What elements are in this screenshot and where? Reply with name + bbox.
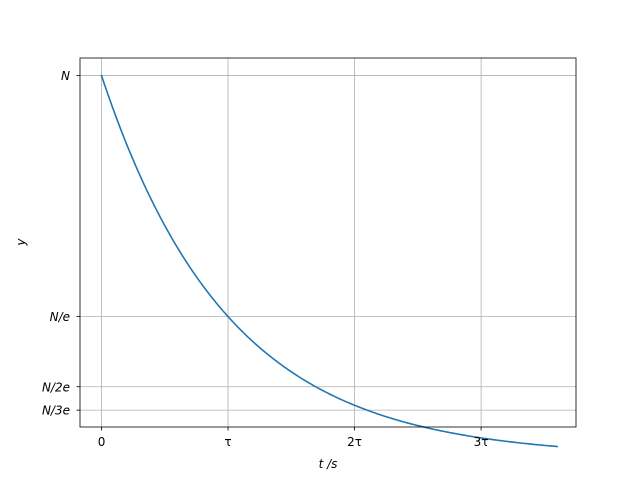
ticks: 0 τ 2τ 3τ N N/e N/2e N/3e: [42, 69, 489, 449]
x-tick-label: τ: [224, 435, 231, 449]
y-tick-label: N/2e: [42, 380, 70, 394]
y-tick-label: N/3e: [42, 404, 70, 418]
series-layer: [100, 74, 558, 448]
grid: [80, 58, 576, 427]
y-tick-label: N: [61, 69, 70, 83]
y-tick-label: N/e: [50, 310, 70, 324]
x-tick-label: 2τ: [347, 435, 362, 449]
x-tick-label: 3τ: [474, 435, 489, 449]
series-line: [100, 74, 558, 448]
plot-frame: [79, 57, 577, 428]
x-tick-label: 0: [98, 435, 106, 449]
x-axis-label: t /s: [319, 457, 338, 471]
y-axis-label: y: [14, 238, 28, 247]
